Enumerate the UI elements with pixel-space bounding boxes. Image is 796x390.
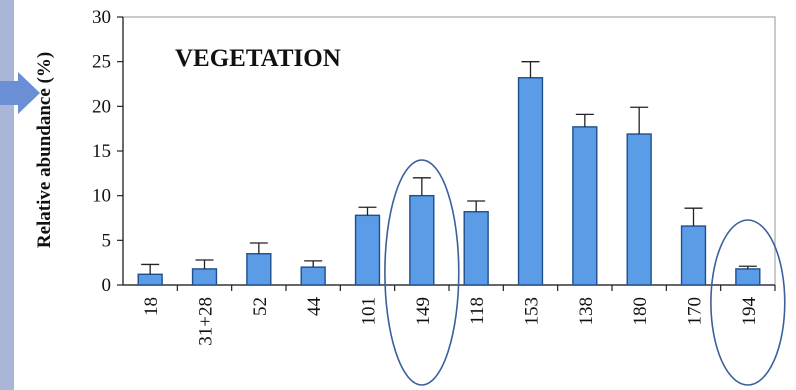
bar-180 xyxy=(626,133,652,286)
x-tick-label: 118 xyxy=(467,297,488,325)
y-tick-label: 10 xyxy=(92,186,111,207)
y-tick-label: 15 xyxy=(92,141,111,162)
x-tick-label: 153 xyxy=(522,297,543,326)
x-tick-label: 44 xyxy=(304,297,325,317)
bar-138 xyxy=(572,126,598,286)
chart-title: VEGETATION xyxy=(175,45,341,72)
x-tick-label: 194 xyxy=(739,297,760,326)
bar-series xyxy=(137,77,761,286)
highlight-ellipse-149 xyxy=(384,159,460,386)
error-bars xyxy=(141,61,757,275)
pointer-arrow-icon xyxy=(0,72,40,114)
y-axis-ticks: 0 5 10 15 20 25 30 xyxy=(92,7,123,296)
highlight-ellipse-194 xyxy=(710,219,786,386)
x-tick-label: 31+28 xyxy=(196,297,217,346)
bar-149 xyxy=(409,194,435,286)
bar-18 xyxy=(137,273,163,286)
bar-194 xyxy=(735,268,761,286)
bar-31+28 xyxy=(191,268,218,286)
highlight-ellipses xyxy=(384,159,786,386)
x-tick-label: 138 xyxy=(576,297,597,326)
x-tick-label: 18 xyxy=(141,297,162,316)
bar-118 xyxy=(463,211,489,286)
x-tick-label: 170 xyxy=(685,297,706,326)
x-tick-label: 180 xyxy=(630,297,651,326)
x-tick-label: 149 xyxy=(413,297,434,326)
y-tick-label: 20 xyxy=(92,96,111,117)
y-axis-title: Relative abundance (%) xyxy=(34,52,55,248)
y-tick-label: 30 xyxy=(92,7,111,28)
x-tick-label: 101 xyxy=(359,297,380,326)
y-tick-label: 25 xyxy=(92,52,111,73)
bar-170 xyxy=(680,225,707,286)
bar-52 xyxy=(246,253,272,286)
y-tick-label: 0 xyxy=(102,275,112,296)
x-tick-label: 52 xyxy=(250,297,271,316)
bar-153 xyxy=(517,77,544,286)
bar-101 xyxy=(354,214,381,286)
bar-44 xyxy=(300,266,326,286)
y-tick-label: 5 xyxy=(102,230,112,251)
x-axis-ticks: 18 31+28 52 44 101 149 118 153 138 180 170 194 xyxy=(141,285,776,346)
